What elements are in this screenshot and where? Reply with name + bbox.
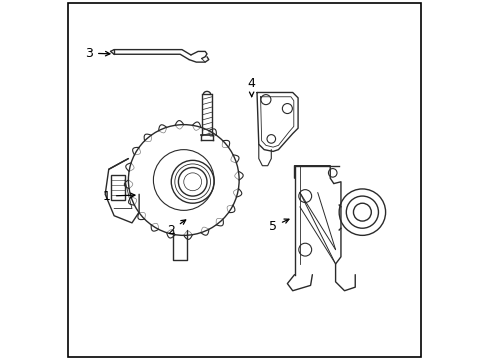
Text: 1: 1 xyxy=(103,190,135,203)
Text: 4: 4 xyxy=(247,77,255,96)
Text: 3: 3 xyxy=(85,47,110,60)
Bar xyxy=(111,175,124,200)
Text: 2: 2 xyxy=(167,220,185,237)
Text: 5: 5 xyxy=(268,219,288,233)
